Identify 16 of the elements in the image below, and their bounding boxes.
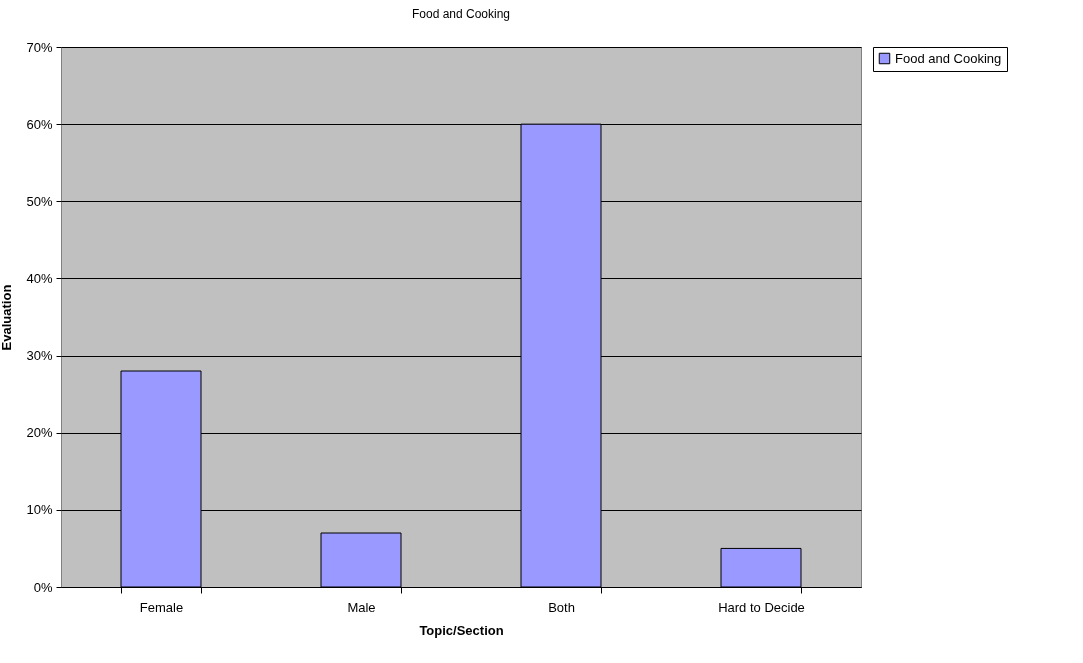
x-tick-label: Both: [548, 599, 575, 615]
y-tick-label: 0%: [33, 579, 53, 595]
y-tick-label: 50%: [26, 193, 53, 209]
y-tick-label: 30%: [26, 348, 53, 364]
y-tick-label: 60%: [26, 116, 53, 132]
y-tick-label: 70%: [26, 39, 53, 55]
chart-title: Food and Cooking: [411, 7, 511, 21]
y-tick-label: 10%: [26, 502, 53, 518]
x-axis-title: Topic/Section: [419, 622, 504, 638]
x-tick-label: Female: [139, 599, 184, 615]
x-tick-label: Hard to Decide: [718, 599, 805, 615]
y-axis-title: Evaluation: [0, 284, 15, 351]
x-tick-label: Male: [347, 599, 376, 615]
legend-label: Food and Cooking: [895, 50, 1002, 66]
y-tick-label: 20%: [26, 425, 53, 441]
y-tick-label: 40%: [26, 270, 53, 286]
